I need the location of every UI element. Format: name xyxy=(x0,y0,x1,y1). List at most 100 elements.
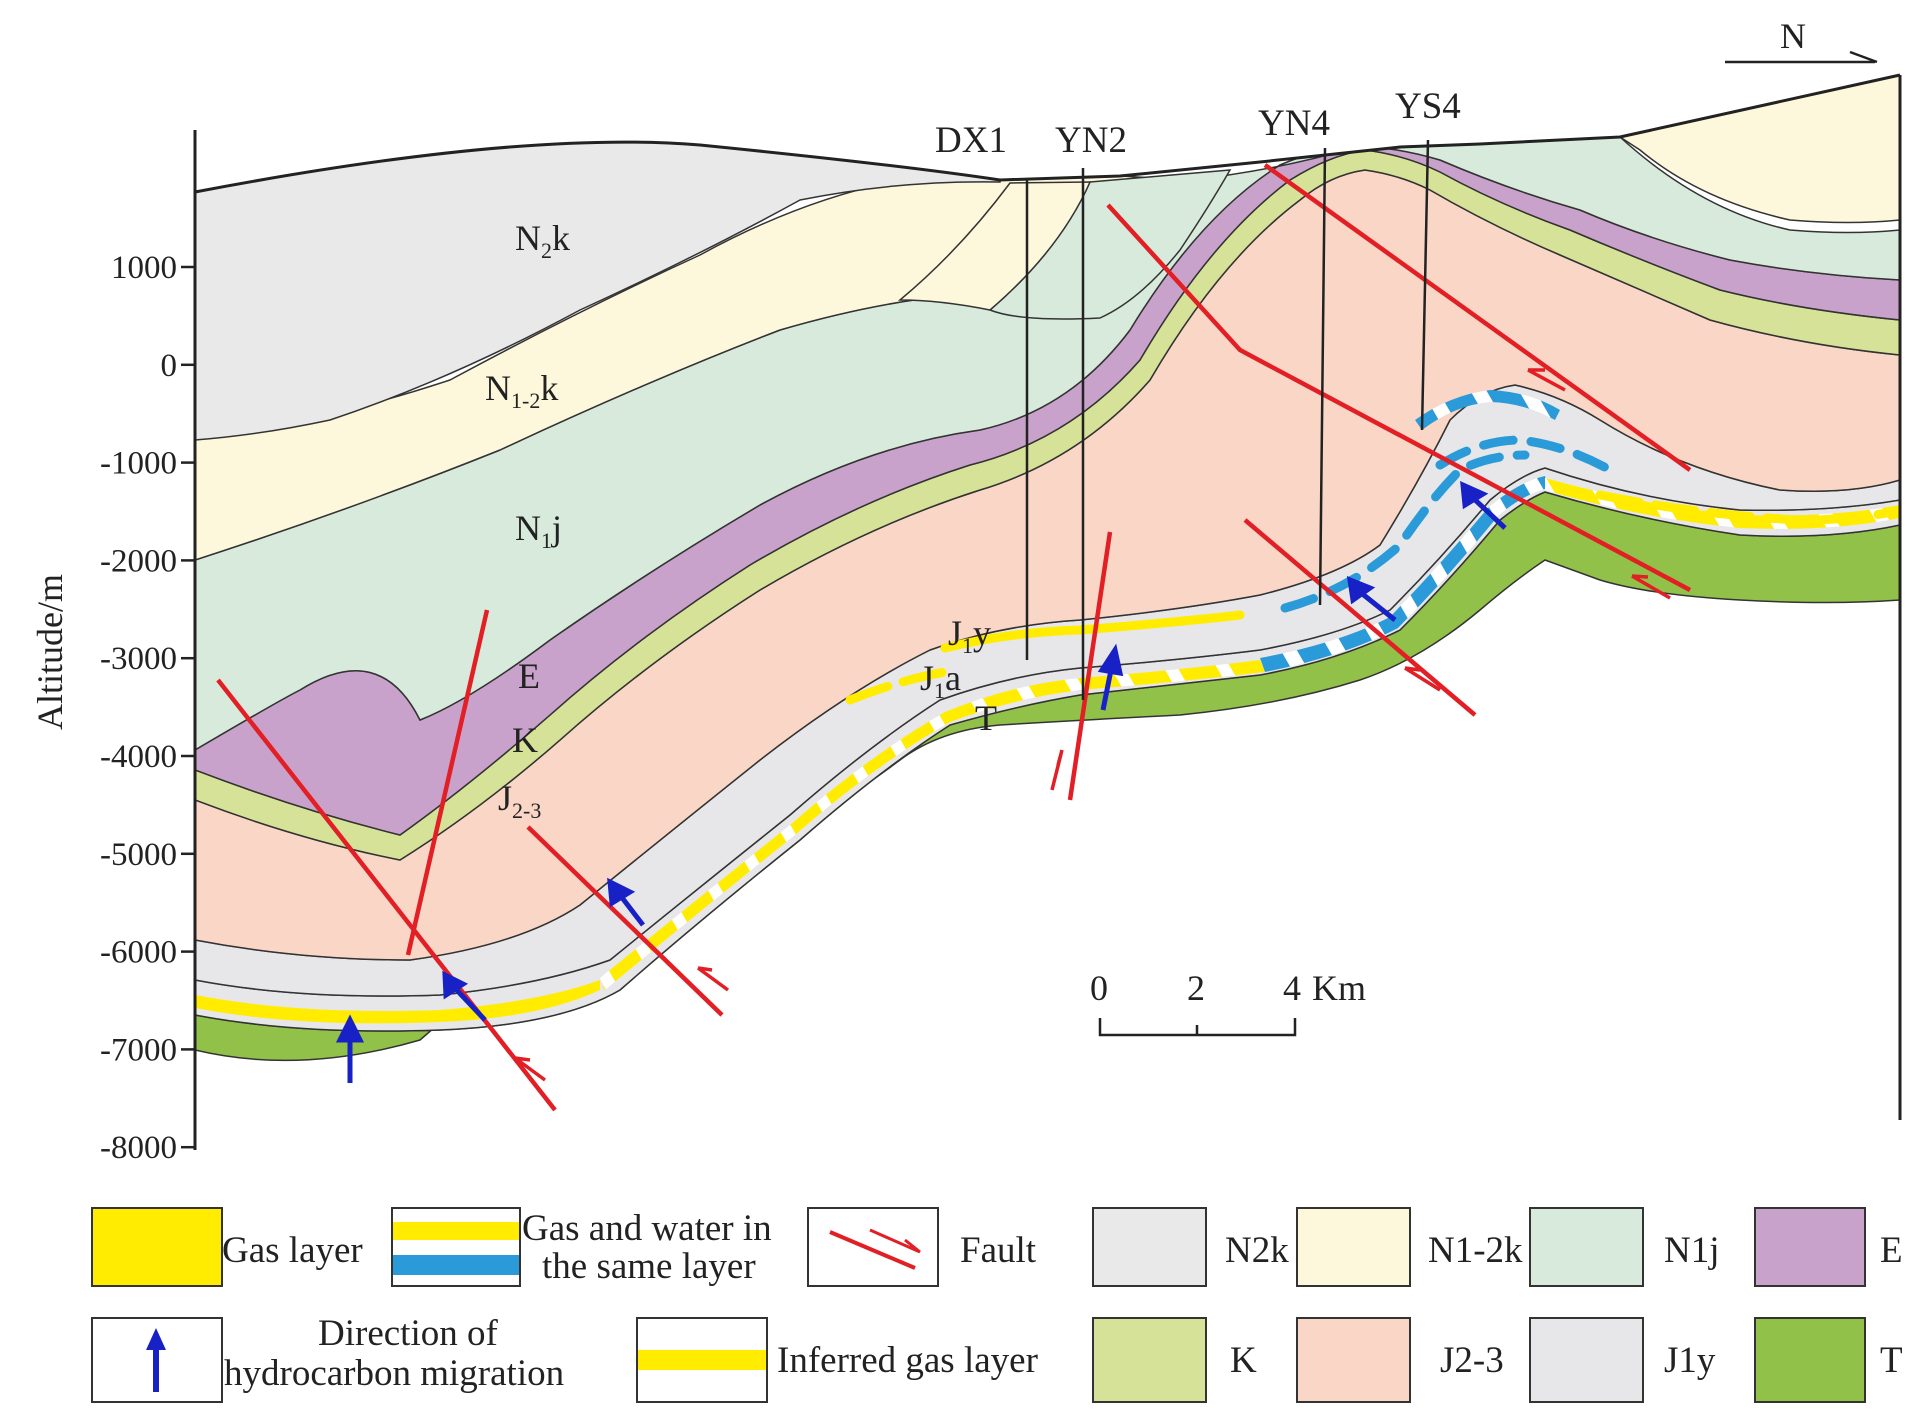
gas-layer-west xyxy=(195,980,600,1024)
fault-1 xyxy=(216,678,557,1112)
gas-layer-middle xyxy=(600,660,1265,990)
scale-label-2: 2 xyxy=(1187,968,1205,1008)
layer-n12k-right xyxy=(1618,75,1900,224)
north-label: N xyxy=(1780,16,1806,56)
y-tick-label: -7000 xyxy=(100,1032,177,1068)
legend-swatch-e xyxy=(1754,1207,1866,1287)
layer-n12k-wedge xyxy=(897,181,1092,311)
legend-label-k: K xyxy=(1230,1340,1257,1381)
legend-label-e: E xyxy=(1880,1230,1903,1271)
well-yn4-trace xyxy=(1318,147,1327,606)
legend-swatch-fault xyxy=(807,1207,939,1287)
y-axis-ticks: 1000 0 -1000 -2000 -3000 -4000 -5000 -6000 -7000… xyxy=(100,250,195,1166)
legend-swatch-n12k xyxy=(1296,1207,1411,1287)
gas-water-dashed-2 xyxy=(1435,435,1615,475)
fault-4 xyxy=(1106,203,1692,592)
migration-arrow xyxy=(607,877,645,927)
fault-6 xyxy=(1263,163,1692,472)
legend-swatch-j23 xyxy=(1296,1317,1411,1403)
stratum-label-n12k: N1-2k xyxy=(485,368,558,413)
legend-label-migration-2: hydrocarbon migration xyxy=(224,1353,564,1394)
legend-label-gas-water-2: the same layer xyxy=(542,1246,756,1287)
legend-label-j23: J2-3 xyxy=(1440,1340,1504,1381)
scale-label-4: 4 xyxy=(1283,968,1301,1008)
legend-swatch-inferred-gas xyxy=(636,1317,768,1403)
y-tick-label: -1000 xyxy=(100,446,177,482)
gas-water-east xyxy=(1260,476,1548,672)
y-tick-label: -4000 xyxy=(100,739,177,775)
y-tick-label: -8000 xyxy=(100,1130,177,1166)
legend-label-gas-water-1: Gas and water in xyxy=(522,1208,772,1249)
migration-arrow xyxy=(1460,480,1507,530)
stratum-label-j23: J2-3 xyxy=(498,778,541,823)
legend-label-fault: Fault xyxy=(960,1230,1037,1271)
slip-arrow xyxy=(696,966,730,992)
legend-label-n12k: N1-2k xyxy=(1428,1230,1523,1271)
gas-water-dashed-1 xyxy=(1280,450,1530,613)
y-tick-label: -5000 xyxy=(100,837,177,873)
y-axis-title: Altitude/m xyxy=(30,574,70,730)
gas-layer-east xyxy=(1545,478,1900,529)
legend-swatch-migration xyxy=(91,1317,223,1403)
slip-arrow xyxy=(1050,749,1064,791)
migration-arrows xyxy=(335,480,1507,1083)
legend-label-gas-layer: Gas layer xyxy=(222,1230,363,1271)
fault-3 xyxy=(526,825,724,1017)
wells xyxy=(1025,139,1430,700)
y-tick-label: 1000 xyxy=(111,250,177,286)
gas-water-upper xyxy=(1415,390,1560,430)
legend-swatch-n2k xyxy=(1092,1207,1207,1287)
stratum-label-j1y: J1y xyxy=(948,613,991,658)
inferred-gas-layer-1 xyxy=(940,610,1245,653)
stratum-label-t: T xyxy=(975,698,997,738)
fault-slip-arrows xyxy=(513,368,1671,1082)
y-tick-label: 0 xyxy=(161,348,178,384)
layer-n2k xyxy=(195,119,1001,441)
fault-2 xyxy=(405,609,490,956)
legend-label-t: T xyxy=(1880,1340,1903,1381)
legend-label-n1j: N1j xyxy=(1664,1230,1720,1271)
stratum-label-j1a: J1a xyxy=(920,658,961,703)
well-label-yn2: YN2 xyxy=(1055,120,1127,161)
inferred-gas-layer-2 xyxy=(845,667,950,705)
slip-arrow xyxy=(1404,666,1441,692)
migration-arrow xyxy=(1346,576,1397,622)
strata-labels: N2k N1-2k N1j E K J2-3 J1y J1a T xyxy=(485,218,997,823)
scale-label-0: 0 xyxy=(1090,968,1108,1008)
slip-arrow xyxy=(1527,368,1566,392)
well-label-yn4: YN4 xyxy=(1258,103,1330,144)
fault-5 xyxy=(1243,518,1477,717)
slip-arrow xyxy=(1631,574,1671,600)
legend: Gas layer Gas and water in the same laye… xyxy=(91,1207,1903,1403)
strata-layers xyxy=(195,75,1900,1062)
faults xyxy=(216,163,1692,1112)
legend-label-j1y: J1y xyxy=(1664,1340,1716,1381)
scale-bar: 0 2 4 Km xyxy=(1090,968,1366,1037)
fault-7 xyxy=(1067,531,1113,801)
y-tick-label: -3000 xyxy=(100,641,177,677)
stratum-label-n1j: N1j xyxy=(515,508,562,553)
legend-label-n2k: N2k xyxy=(1225,1230,1289,1271)
legend-label-inferred-gas: Inferred gas layer xyxy=(777,1340,1038,1381)
legend-swatch-j1y xyxy=(1529,1317,1644,1403)
north-arrow: N xyxy=(1725,16,1878,64)
legend-label-migration-1: Direction of xyxy=(318,1313,498,1354)
migration-arrow xyxy=(1097,643,1124,711)
well-ys4-trace xyxy=(1420,139,1430,431)
inferred-gas-layer-3 xyxy=(1595,490,1900,525)
legend-swatch-k xyxy=(1092,1317,1207,1403)
y-tick-label: -6000 xyxy=(100,935,177,971)
migration-arrow xyxy=(442,970,487,1022)
stratum-label-e: E xyxy=(518,656,540,696)
scale-unit: Km xyxy=(1312,968,1366,1008)
topography-line xyxy=(194,73,1901,194)
stratum-label-n2k: N2k xyxy=(515,218,570,263)
y-tick-label: -2000 xyxy=(100,543,177,579)
stratum-label-k: K xyxy=(512,720,538,760)
legend-swatch-t xyxy=(1754,1317,1866,1403)
legend-swatch-gas-layer xyxy=(91,1207,223,1287)
y-axis: 1000 0 -1000 -2000 -3000 -4000 -5000 -6000 -7000… xyxy=(30,130,197,1166)
legend-swatch-n1j xyxy=(1529,1207,1644,1287)
slip-arrow xyxy=(513,1056,547,1082)
